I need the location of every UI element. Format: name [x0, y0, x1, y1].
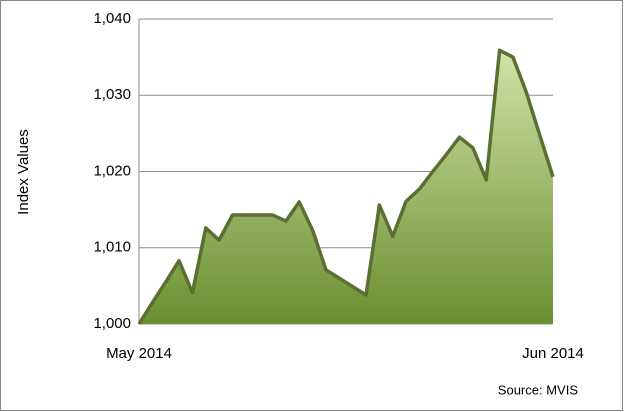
source-note: Source: MVIS [498, 382, 579, 397]
x-tick-label: Jun 2014 [522, 345, 584, 362]
y-tick-label: 1,010 [93, 239, 131, 256]
line [137, 48, 555, 325]
y-tick-label: 1,040 [93, 10, 131, 27]
area [139, 50, 553, 324]
x-tick-label: May 2014 [106, 345, 172, 362]
y-tick-label: 1,030 [93, 86, 131, 103]
y-tick-label: 1,000 [93, 315, 131, 332]
y-axis-label: Index Values [15, 129, 32, 215]
y-tick-label: 1,020 [93, 162, 131, 179]
